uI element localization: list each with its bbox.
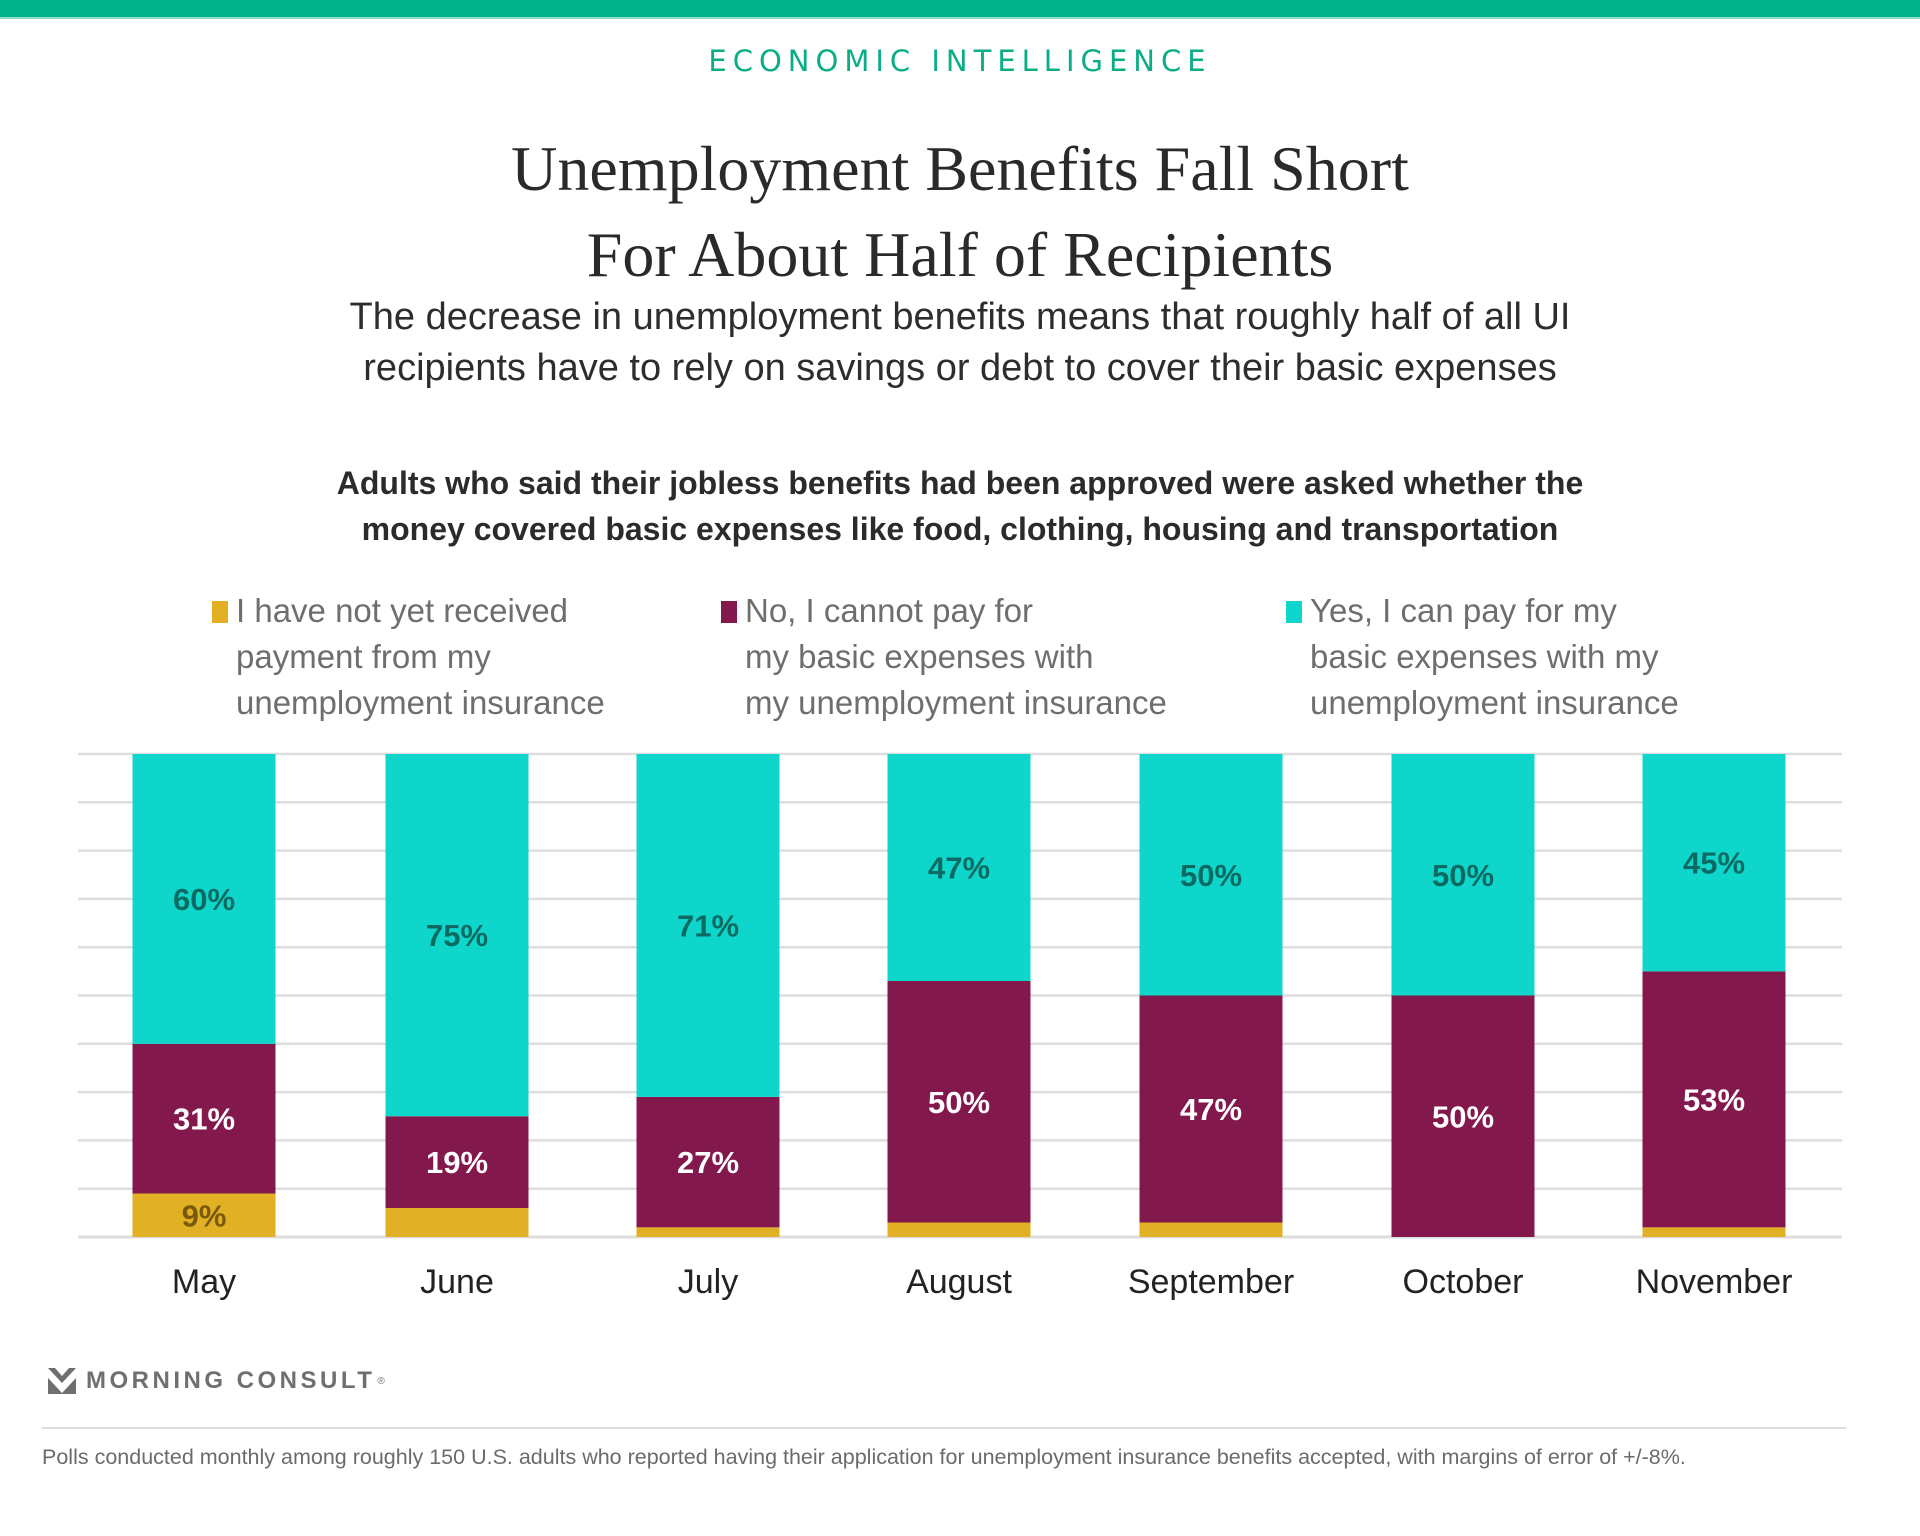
legend-text-line: my basic expenses with: [745, 638, 1094, 675]
stacked-bar-chart: 9% 31% 60% May 19% 75% June 27% 71% July 50% 47% Aug…: [78, 752, 1842, 1301]
data-label: 31%: [173, 1102, 235, 1137]
legend-item-can-pay: Yes, I can pay for my basic expenses wit…: [1286, 588, 1679, 726]
legend-swatch-cannot-pay: [721, 601, 737, 623]
data-label: 53%: [1683, 1082, 1745, 1117]
data-label: 50%: [1180, 858, 1242, 893]
bar-segment-cannot-pay-august: [887, 981, 1031, 1223]
x-tick-label: May: [172, 1263, 236, 1301]
subtitle-line-2: recipients have to rely on savings or de…: [363, 347, 1557, 389]
bar-segment-can-pay-october: [1391, 754, 1535, 996]
x-tick-label: July: [678, 1263, 738, 1301]
data-label: 75%: [426, 918, 488, 953]
bar-segment-not-received-june: [385, 1208, 529, 1237]
legend-item-not-received: I have not yet received payment from my …: [212, 588, 605, 726]
morning-consult-chevron-icon: [48, 1368, 76, 1394]
logo-text: MORNING CONSULT: [86, 1367, 376, 1394]
data-label: 27%: [677, 1145, 739, 1180]
subtitle: The decrease in unemployment benefits me…: [0, 292, 1920, 394]
x-tick-label: September: [1128, 1263, 1294, 1301]
data-label: 47%: [928, 851, 990, 886]
chart-title-line-2: money covered basic expenses like food, …: [361, 511, 1559, 547]
legend-text-line: basic expenses with my: [1310, 638, 1659, 675]
bar-segment-can-pay-september: [1139, 754, 1283, 996]
legend-text-line: payment from my: [236, 638, 491, 675]
top-accent-bar: [0, 0, 1920, 19]
data-label: 71%: [677, 908, 739, 943]
legend-text-line: unemployment insurance: [1310, 684, 1679, 721]
data-label: 45%: [1683, 846, 1745, 881]
bar-segment-cannot-pay-september: [1139, 995, 1283, 1223]
bar-segment-not-received-september: [1139, 1222, 1283, 1237]
bar-segment-not-received-november: [1642, 1227, 1786, 1237]
x-tick-label: November: [1636, 1263, 1793, 1301]
registered-mark: ®: [377, 1375, 385, 1387]
data-label: 50%: [1432, 1099, 1494, 1134]
bar-segment-can-pay-august: [887, 754, 1031, 982]
data-label: 47%: [1180, 1092, 1242, 1127]
bar-segment-not-received-august: [887, 1222, 1031, 1237]
bar-segment-can-pay-may: [132, 754, 276, 1044]
bar-segment-cannot-pay-may: [132, 1043, 276, 1194]
bar-segment-can-pay-june: [385, 754, 529, 1117]
section-kicker: ECONOMIC INTELLIGENCE: [708, 44, 1212, 78]
legend-text-line: my unemployment insurance: [745, 684, 1167, 721]
legend-text-line: Yes, I can pay for my: [1310, 592, 1617, 629]
legend-text-line: No, I cannot pay for: [745, 592, 1033, 629]
footer-divider: [42, 1427, 1846, 1429]
bar-segment-cannot-pay-june: [385, 1116, 529, 1209]
bar-segment-not-received-may: [132, 1193, 276, 1237]
title-line-1: Unemployment Benefits Fall Short: [511, 133, 1409, 204]
chart-title: Adults who said their jobless benefits h…: [0, 460, 1920, 552]
data-label: 50%: [928, 1085, 990, 1120]
x-tick-label: August: [906, 1263, 1012, 1301]
legend-item-cannot-pay: No, I cannot pay for my basic expenses w…: [721, 588, 1167, 726]
data-label: 9%: [182, 1198, 227, 1233]
chart-title-line-1: Adults who said their jobless benefits h…: [336, 465, 1584, 501]
legend-text-line: unemployment insurance: [236, 684, 605, 721]
title-line-2: For About Half of Recipients: [586, 219, 1334, 290]
subtitle-line-1: The decrease in unemployment benefits me…: [349, 296, 1571, 338]
bar-segment-cannot-pay-july: [636, 1096, 780, 1228]
x-tick-label: June: [420, 1263, 494, 1301]
bar-segment-not-received-july: [636, 1227, 780, 1237]
x-tick-label: October: [1403, 1263, 1524, 1301]
data-label: 60%: [173, 882, 235, 917]
legend-swatch-can-pay: [1286, 601, 1302, 623]
data-label: 50%: [1432, 858, 1494, 893]
data-label: 19%: [426, 1145, 488, 1180]
footnote: Polls conducted monthly among roughly 15…: [42, 1445, 1686, 1469]
bar-segment-can-pay-july: [636, 754, 780, 1097]
morning-consult-logo: MORNING CONSULT ®: [48, 1367, 385, 1395]
page-title: Unemployment Benefits Fall Short For Abo…: [0, 126, 1920, 298]
bar-segment-cannot-pay-october: [1391, 995, 1535, 1237]
legend-text-line: I have not yet received: [236, 592, 569, 629]
bar-segment-can-pay-november: [1642, 754, 1786, 972]
legend-swatch-not-received: [212, 601, 228, 623]
bar-segment-cannot-pay-november: [1642, 971, 1786, 1228]
